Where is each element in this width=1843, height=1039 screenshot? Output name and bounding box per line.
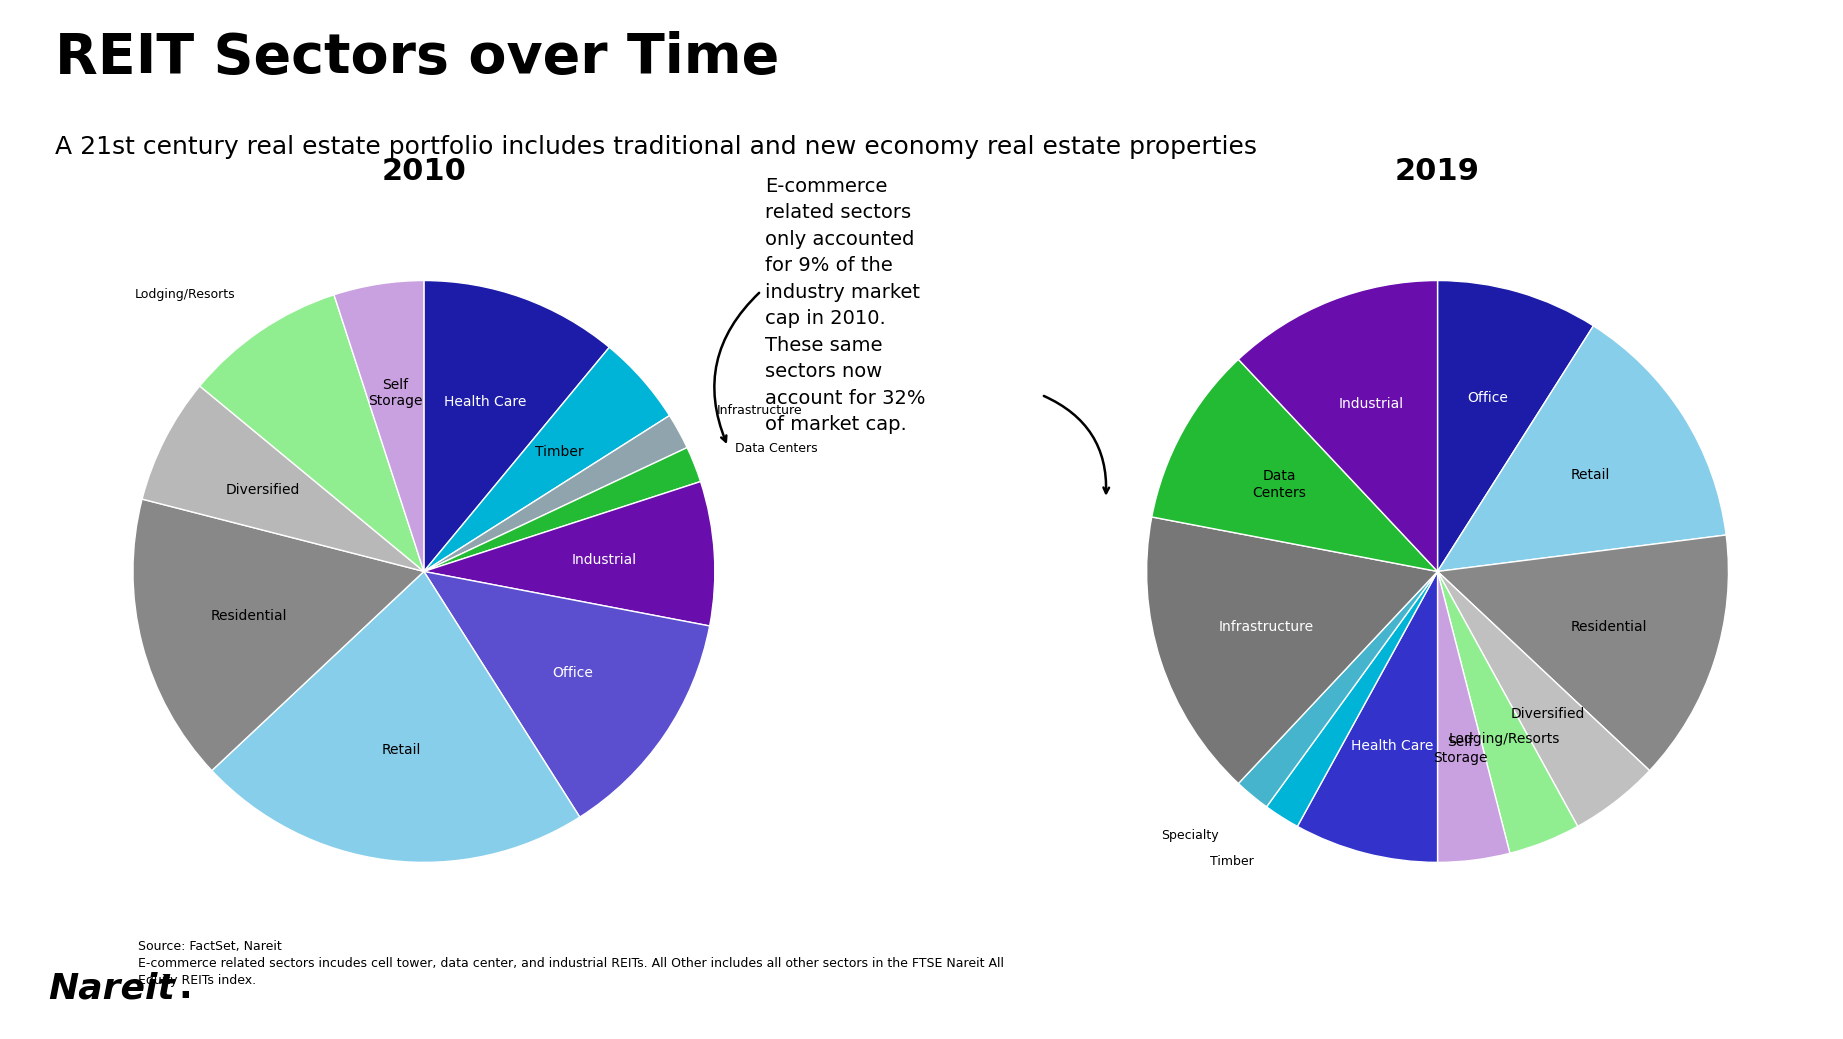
Text: Diversified: Diversified xyxy=(227,482,300,497)
Text: Self
Storage: Self Storage xyxy=(1432,736,1487,766)
Text: Industrial: Industrial xyxy=(1338,397,1404,410)
Text: A 21st century real estate portfolio includes traditional and new economy real e: A 21st century real estate portfolio inc… xyxy=(55,135,1257,159)
Wedge shape xyxy=(1238,571,1438,807)
Text: E-commerce
related sectors
only accounted
for 9% of the
industry market
cap in 2: E-commerce related sectors only accounte… xyxy=(765,177,925,434)
Text: Diversified: Diversified xyxy=(1511,707,1585,721)
Wedge shape xyxy=(424,448,700,571)
Text: Infrastructure: Infrastructure xyxy=(717,404,804,417)
Wedge shape xyxy=(1152,359,1438,571)
Text: REIT Sectors over Time: REIT Sectors over Time xyxy=(55,31,780,85)
Text: Nareit: Nareit xyxy=(48,971,175,1006)
Text: Residential: Residential xyxy=(1570,620,1648,634)
Wedge shape xyxy=(199,295,424,571)
Text: Specialty: Specialty xyxy=(1161,829,1218,843)
Text: Industrial: Industrial xyxy=(571,553,636,567)
Wedge shape xyxy=(1146,517,1438,783)
Text: Timber: Timber xyxy=(1209,855,1253,868)
Text: Retail: Retail xyxy=(1570,468,1609,482)
Wedge shape xyxy=(424,347,669,571)
Text: Self
Storage: Self Storage xyxy=(369,378,422,408)
Text: Lodging/Resorts: Lodging/Resorts xyxy=(1449,732,1559,746)
Wedge shape xyxy=(212,571,581,862)
Wedge shape xyxy=(133,499,424,771)
Text: Source: FactSet, Nareit
E-commerce related sectors incudes cell tower, data cent: Source: FactSet, Nareit E-commerce relat… xyxy=(138,940,1004,987)
Title: 2010: 2010 xyxy=(382,157,466,186)
Text: Timber: Timber xyxy=(534,445,584,459)
Wedge shape xyxy=(424,481,715,625)
Text: Infrastructure: Infrastructure xyxy=(1218,620,1314,634)
Text: Data Centers: Data Centers xyxy=(735,442,818,455)
Text: .: . xyxy=(179,971,192,1006)
Wedge shape xyxy=(1438,571,1649,826)
Wedge shape xyxy=(1438,571,1509,862)
Wedge shape xyxy=(1266,571,1438,826)
Text: Retail: Retail xyxy=(382,743,420,757)
Text: Health Care: Health Care xyxy=(1351,739,1434,753)
Wedge shape xyxy=(1438,571,1578,853)
Title: 2019: 2019 xyxy=(1395,157,1480,186)
Wedge shape xyxy=(1438,281,1594,571)
Text: Residential: Residential xyxy=(210,609,288,623)
Wedge shape xyxy=(424,571,710,817)
Wedge shape xyxy=(1438,535,1729,771)
Text: Lodging/Resorts: Lodging/Resorts xyxy=(135,288,236,301)
Wedge shape xyxy=(334,281,424,571)
Wedge shape xyxy=(424,281,610,571)
Text: Data
Centers: Data Centers xyxy=(1253,470,1307,500)
Text: Office: Office xyxy=(1467,392,1508,405)
Wedge shape xyxy=(424,416,687,571)
Text: Office: Office xyxy=(553,666,593,680)
Wedge shape xyxy=(1297,571,1438,862)
Text: Health Care: Health Care xyxy=(444,395,525,408)
Wedge shape xyxy=(142,387,424,571)
Wedge shape xyxy=(1238,281,1438,571)
Wedge shape xyxy=(1438,326,1727,571)
